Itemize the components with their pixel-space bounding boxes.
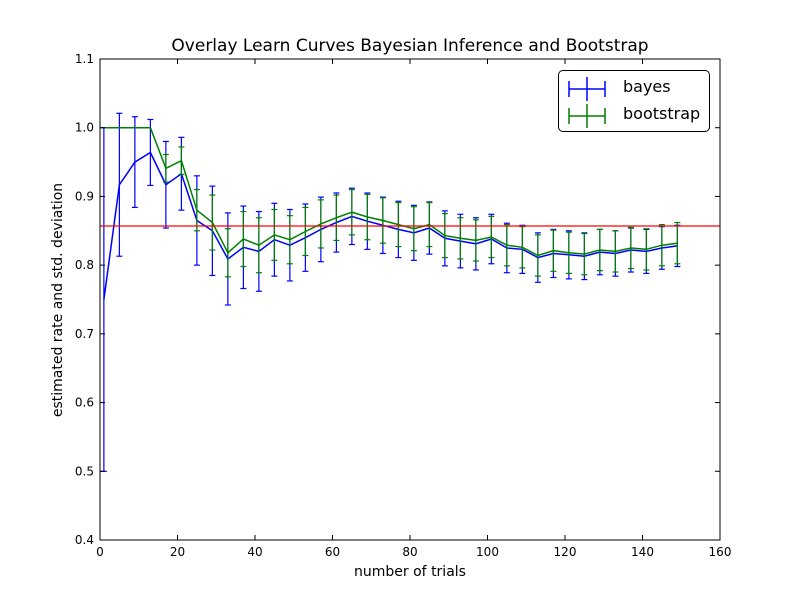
legend-item-bootstrap: bootstrap [559,102,709,130]
x-tick-label: 140 [631,545,654,559]
series-line-bootstrap [103,126,678,257]
legend-swatch-bootstrap [568,104,606,128]
error-bar-bootstrap [317,199,324,249]
x-tick-label: 60 [325,545,340,559]
y-tick-label: 1.0 [75,121,94,135]
legend-swatch-bayes [568,77,606,101]
error-bar-bootstrap [209,194,216,251]
error-bar-bootstrap [224,228,231,278]
x-tick-label: 160 [709,545,732,559]
error-bar-bootstrap [441,213,448,259]
y-tick-label: 0.9 [75,189,94,203]
x-tick-label: 120 [554,545,577,559]
error-bar-bootstrap [178,146,185,176]
error-bar-bootstrap [519,226,526,269]
error-bar-bootstrap [193,188,200,232]
error-bar-bootstrap [488,215,495,259]
error-bar-bootstrap [550,229,557,272]
x-tick-label: 0 [96,545,104,559]
legend-item-bayes: bayes [559,75,709,103]
x-tick-label: 20 [170,545,185,559]
x-tick-label: 100 [476,545,499,559]
error-bar-bootstrap [395,202,402,248]
x-tick-label: 40 [247,545,262,559]
y-tick-label: 0.6 [75,396,94,410]
error-bar-bootstrap [271,208,278,261]
y-tick-label: 0.5 [75,464,94,478]
error-bar-bootstrap [658,224,665,267]
error-bar-bootstrap [410,206,417,252]
error-bar-bootstrap [333,194,340,242]
error-bar-bootstrap [581,232,588,276]
error-bar-bootstrap [162,153,169,183]
error-bar-bootstrap [612,230,619,273]
error-bar-bootstrap [364,193,371,241]
y-tick-label: 0.7 [75,327,94,341]
series-bayes [100,112,681,472]
error-bar-bootstrap [286,215,293,265]
error-bar-bootstrap [503,224,510,267]
error-bar-bootstrap [348,188,355,236]
error-bar-bootstrap [255,217,262,274]
error-bar-bayes [147,118,154,187]
x-tick-label: 80 [402,545,417,559]
error-bar-bootstrap [627,226,634,270]
y-tick-label: 1.1 [75,52,94,66]
x-axis-label: number of trials [354,564,466,580]
error-bar-bayes [100,127,107,472]
error-bar-bootstrap [457,217,464,260]
error-bar-bootstrap [643,228,650,271]
error-bar-bootstrap [472,219,479,262]
error-bar-bootstrap [302,206,309,257]
error-bar-bootstrap [534,234,541,277]
error-bar-bootstrap [674,221,681,265]
legend: bayes bootstrap [558,70,710,132]
error-bar-bootstrap [426,202,433,248]
error-bar-bayes [116,112,123,257]
legend-label-bayes: bayes [623,77,671,96]
error-bar-bootstrap [240,210,247,268]
chart-title: Overlay Learn Curves Bayesian Inference … [171,36,649,56]
series-line-bayes [103,151,678,300]
error-bar-bayes [131,116,138,209]
y-axis-label: estimated rate and std. deviation [50,182,66,418]
y-tick-label: 0.8 [75,258,94,272]
legend-label-bootstrap: bootstrap [623,104,701,123]
y-tick-label: 0.4 [75,533,94,547]
error-bar-bootstrap [379,197,386,244]
series-bootstrap [103,126,681,278]
error-bar-bootstrap [596,228,603,272]
error-bar-bootstrap [565,231,572,274]
